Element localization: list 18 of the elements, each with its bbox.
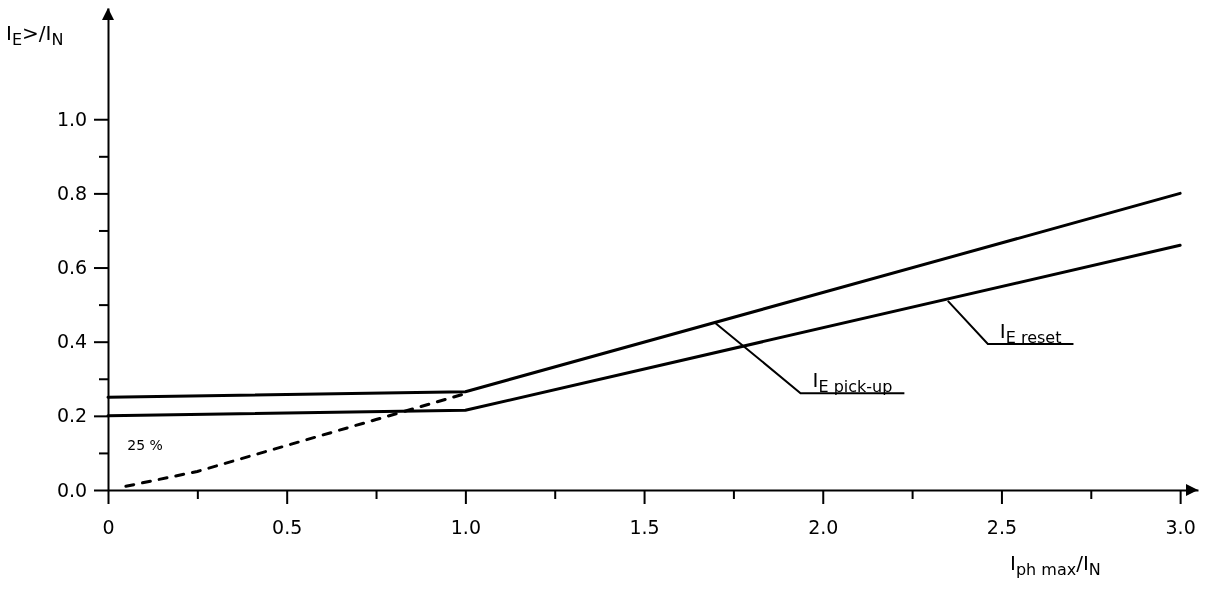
x-axis-title: I$_{ph max}$/I$_{N}$ [1010,551,1101,579]
y-tick-label: 1.0 [56,107,88,130]
y-tick-label: 0.0 [56,478,88,501]
x-tick-label: 0.5 [272,515,303,538]
y-tick-label: 0.8 [56,181,88,204]
x-tick-label: 1.0 [450,515,481,538]
x-tick-label: 2.0 [808,515,839,538]
x-tick-label: 0 [102,515,115,538]
annotation: I$_{E pick-up}$ [812,368,893,396]
x-tick-label: 3.0 [1165,515,1196,538]
x-tick-label: 2.5 [986,515,1018,538]
y-tick-label: 0.2 [56,404,88,427]
y-axis-title: I$_{E}$>/I$_{N}$ [6,21,64,49]
x-tick-label: 1.5 [629,515,660,538]
y-tick-label: 0.4 [56,330,88,353]
y-tick-label: 0.6 [56,256,88,279]
annotation: I$_{E reset}$ [999,318,1062,347]
annotation: 25 % [127,437,163,454]
